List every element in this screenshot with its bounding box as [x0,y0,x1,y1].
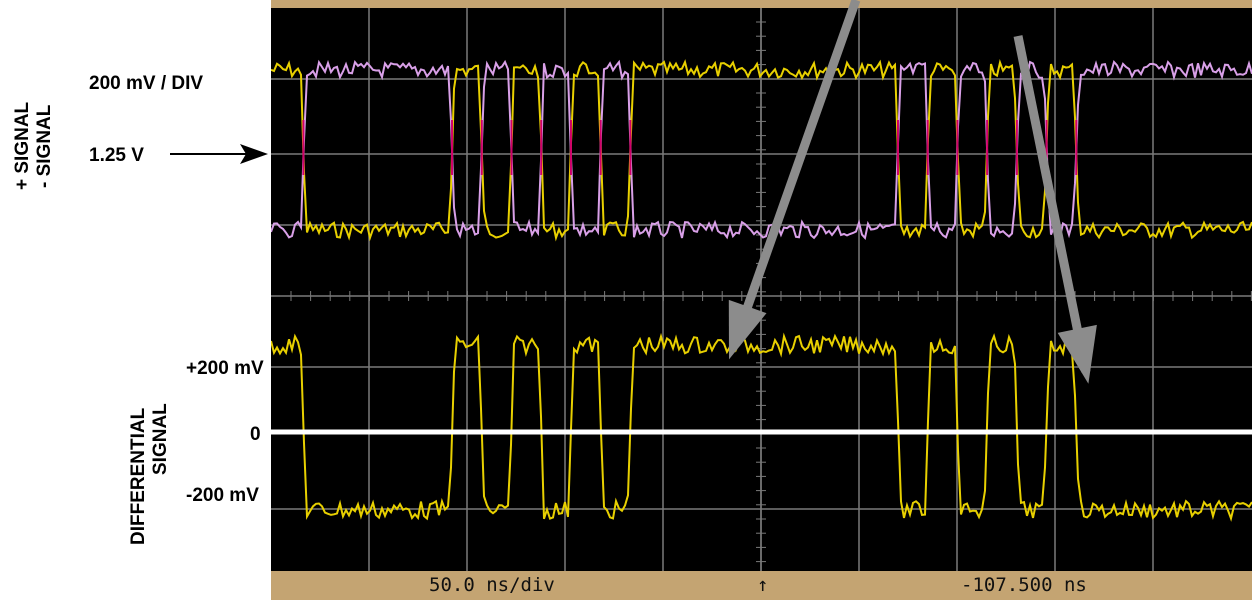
offset-level-label: 1.25 V [89,145,144,166]
minus-200mv-label: -200 mV [186,485,259,506]
trigger-marker-icon: ↑ [757,574,769,596]
differential-sub-label: SIGNAL [150,403,171,475]
status-bar: 50.0 ns/div ↑ -107.500 ns [271,571,1252,600]
annotation-arrows [728,0,1097,384]
zero-label: 0 [250,424,261,445]
differential-signal-trace [271,332,1252,522]
minus-signal-trace [271,59,1252,241]
annotation-arrow [728,0,861,360]
screen-frame-top [271,0,1252,8]
offset-pointer-arrow [170,144,268,164]
timebase-readout: 50.0 ns/div [429,574,555,596]
waveform-traces [271,59,1252,522]
plus-signal-label: + SIGNAL [12,101,33,190]
differential-label: DIFFERENTIAL [128,407,149,545]
minus-signal-label: - SIGNAL [34,104,55,188]
volts-per-div-label: 200 mV / DIV [89,73,204,94]
plus-200mv-label: +200 mV [186,358,264,379]
plus-signal-trace [271,59,1252,242]
graticule [271,8,1252,571]
annotation-arrow [1013,35,1097,384]
time-offset-readout: -107.500 ns [961,574,1087,596]
oscilloscope-screen [271,0,1252,571]
